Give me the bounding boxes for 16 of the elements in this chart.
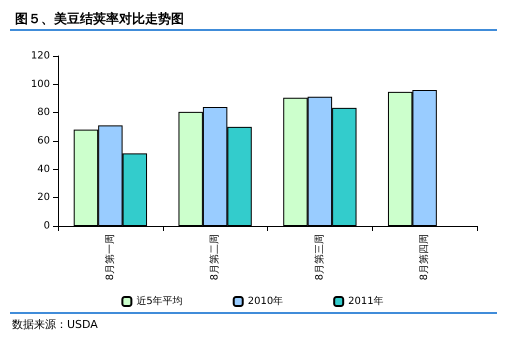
y-tick-label: 100 (30, 78, 50, 90)
y-tick-label: 20 (37, 192, 50, 204)
x-tick-label: 8月第四周 (418, 234, 430, 280)
x-tick-label: 8月第三周 (313, 234, 326, 280)
legend-label: 近5年平均 (136, 295, 183, 307)
y-tick-label: 0 (44, 220, 50, 232)
x-tick-label: 8月第二周 (208, 234, 221, 280)
y-tick-label: 60 (37, 136, 50, 146)
y-tick-label: 80 (37, 107, 50, 118)
y-tick-label: 40 (37, 164, 50, 175)
source-note: 数据来源：USDA (12, 318, 98, 331)
legend-label: 2011年 (348, 295, 384, 307)
legend-label: 2010年 (248, 295, 284, 307)
y-tick-label: 120 (30, 50, 50, 62)
chart-title: 图５、美豆结荚率对比走势图 (15, 11, 184, 27)
x-tick-label: 8月第一周 (104, 234, 116, 280)
